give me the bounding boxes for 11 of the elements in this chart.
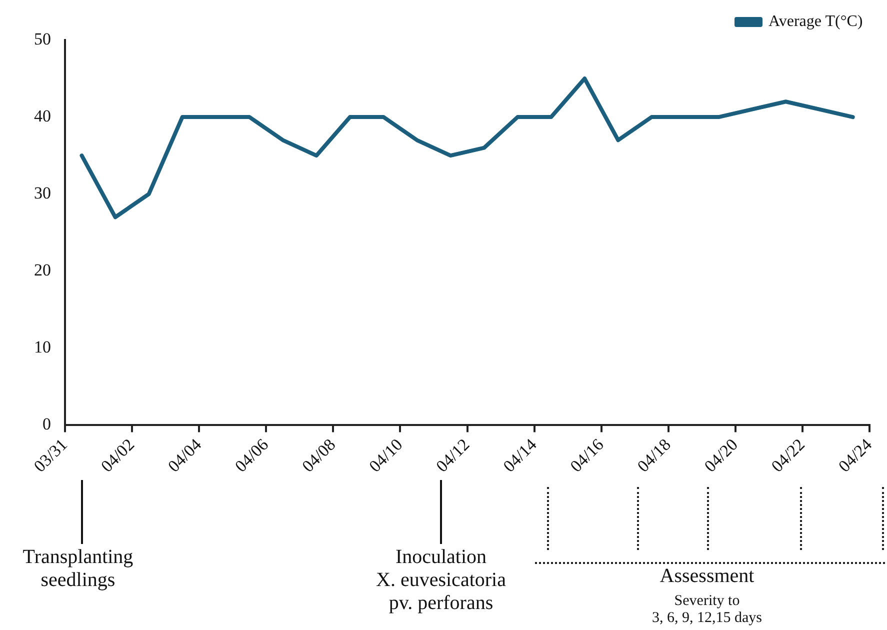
text: Transplanting seedlings xyxy=(22,546,134,592)
y-tick-label: 50 xyxy=(34,29,51,48)
text: Severity to 3, 6, 9, 12,15 days xyxy=(652,593,762,628)
y-tick-label: 30 xyxy=(34,184,51,203)
y-tick-label: 0 xyxy=(42,414,51,434)
y-tick-label: 10 xyxy=(34,338,51,357)
text: Inoculation X. euvesicatoria pv. perforans xyxy=(376,546,506,615)
y-tick-label: 40 xyxy=(34,106,51,126)
legend-label: Average T(°C) xyxy=(768,13,863,30)
text: Assessment xyxy=(660,565,754,588)
y-tick-label: 20 xyxy=(34,260,51,280)
